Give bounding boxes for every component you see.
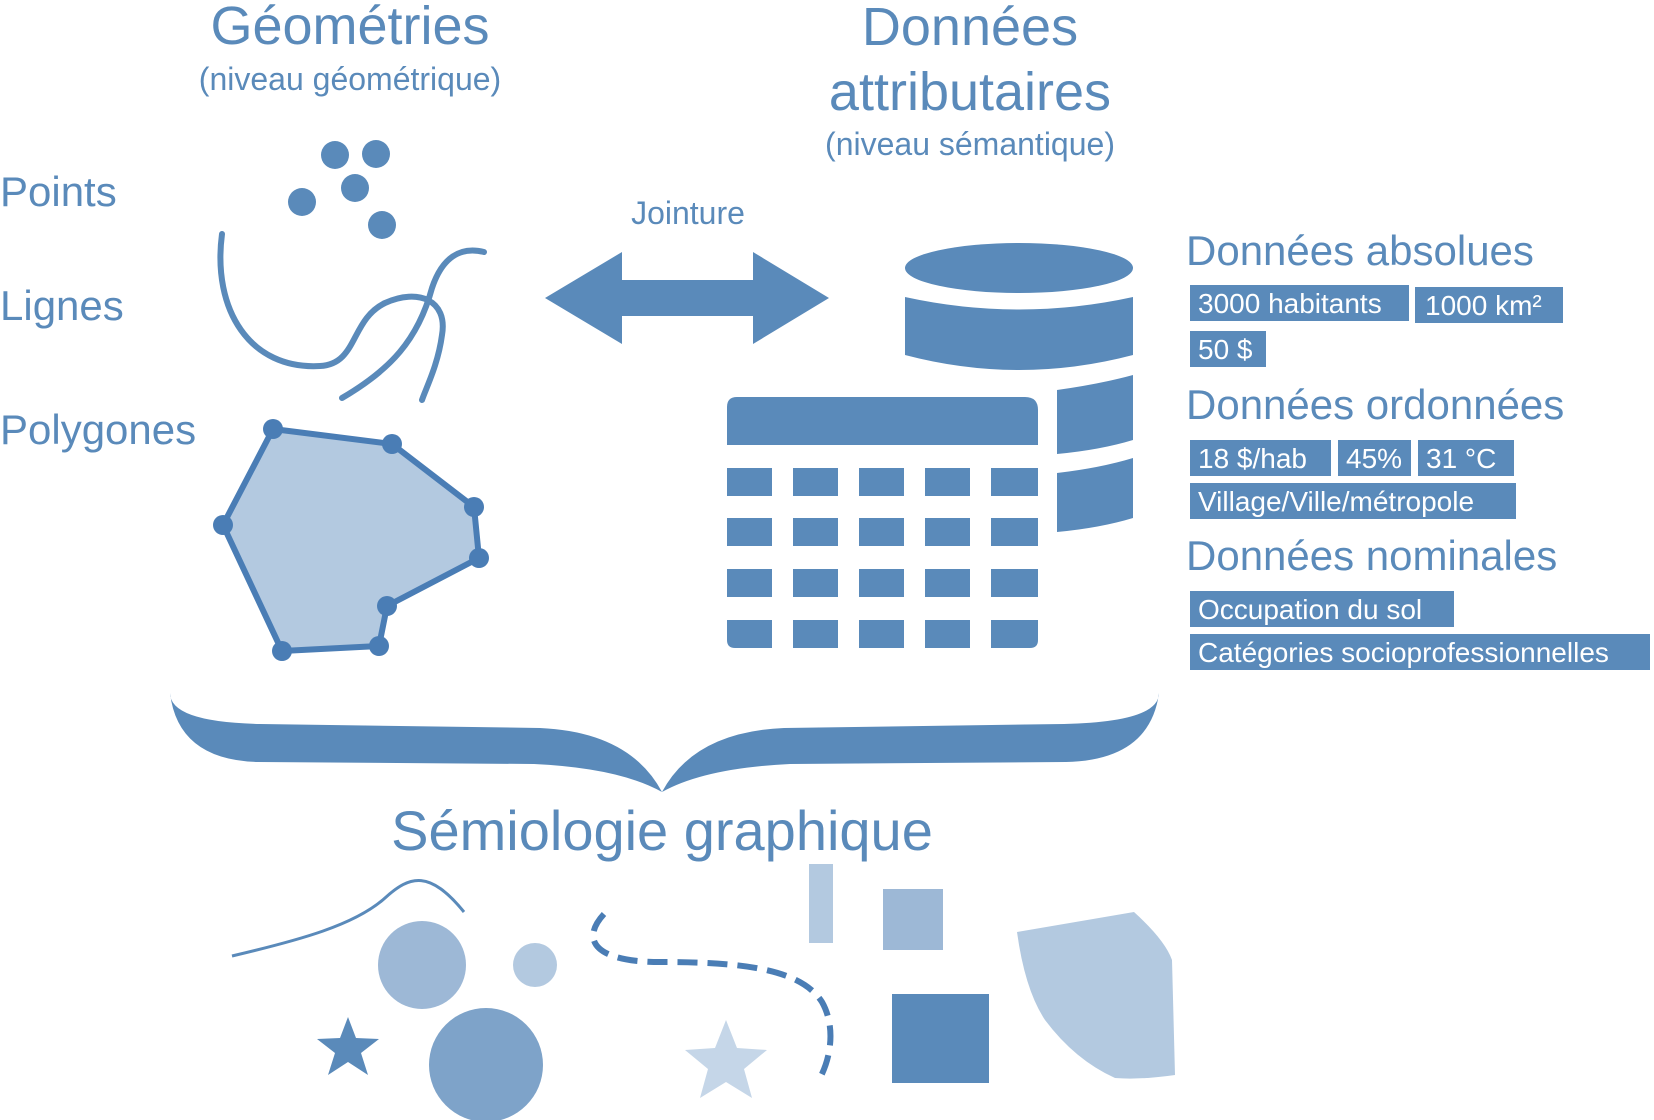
medium-square-icon bbox=[883, 889, 943, 950]
svg-text:18 $/hab: 18 $/hab bbox=[1198, 443, 1307, 474]
ordered-tag-2: 45% bbox=[1338, 440, 1411, 476]
dark-square-icon bbox=[892, 994, 989, 1083]
database-icon bbox=[905, 243, 1133, 532]
ordered-tag-3: 31 °C bbox=[1418, 440, 1514, 476]
ordered-tag-1: 18 $/hab bbox=[1190, 440, 1331, 476]
points-label: Points bbox=[0, 168, 117, 215]
svg-text:50 $: 50 $ bbox=[1198, 334, 1253, 365]
svg-text:1000 km²: 1000 km² bbox=[1425, 290, 1542, 321]
absolute-data-title: Données absolues bbox=[1186, 227, 1534, 274]
double-arrow-icon bbox=[545, 252, 829, 344]
attributes-title-line1: Données bbox=[862, 0, 1078, 57]
points-icon bbox=[288, 140, 396, 239]
nominal-tag-1: Occupation du sol bbox=[1190, 591, 1454, 627]
medium-circle-icon bbox=[378, 921, 466, 1009]
svg-text:Occupation du sol: Occupation du sol bbox=[1198, 594, 1422, 625]
lines-label: Lignes bbox=[0, 282, 124, 329]
dark-star-icon bbox=[317, 1017, 379, 1075]
nominal-tag-2: Catégories socioprofessionnelles bbox=[1190, 634, 1650, 670]
thin-line-icon bbox=[231, 879, 466, 958]
svg-text:45%: 45% bbox=[1346, 443, 1402, 474]
ordered-data-title: Données ordonnées bbox=[1186, 381, 1564, 428]
nominal-data-title: Données nominales bbox=[1186, 532, 1557, 579]
geometries-subtitle: (niveau géométrique) bbox=[199, 61, 501, 97]
small-circle-icon bbox=[513, 943, 557, 987]
polygons-label: Polygones bbox=[0, 406, 196, 453]
absolute-tag-1: 3000 habitants bbox=[1190, 285, 1409, 321]
svg-text:Catégories socioprofessionnell: Catégories socioprofessionnelles bbox=[1198, 637, 1609, 668]
curly-brace-icon bbox=[170, 693, 1159, 792]
dashed-line-icon bbox=[590, 911, 834, 1080]
svg-text:Village/Ville/métropole: Village/Ville/métropole bbox=[1198, 486, 1474, 517]
pale-bar-icon bbox=[809, 864, 833, 943]
semiology-title: Sémiologie graphique bbox=[391, 799, 933, 862]
table-icon bbox=[727, 397, 1038, 648]
geometries-title: Géométries bbox=[210, 0, 489, 56]
absolute-tag-3: 50 $ bbox=[1190, 331, 1266, 367]
graphic-variables-illustration bbox=[231, 864, 1175, 1120]
ordered-tag-4: Village/Ville/métropole bbox=[1190, 483, 1516, 519]
polygon-icon bbox=[213, 419, 489, 661]
lines-icon bbox=[217, 231, 487, 403]
svg-text:3000 habitants: 3000 habitants bbox=[1198, 288, 1382, 319]
join-label: Jointure bbox=[631, 195, 745, 231]
svg-text:31 °C: 31 °C bbox=[1426, 443, 1496, 474]
pale-polygon-icon bbox=[1017, 912, 1175, 1079]
pale-star-icon bbox=[685, 1020, 767, 1098]
attributes-subtitle: (niveau sémantique) bbox=[825, 126, 1115, 162]
large-circle-icon bbox=[429, 1008, 543, 1120]
attributes-title-line2: attributaires bbox=[829, 62, 1111, 122]
absolute-tag-2: 1000 km² bbox=[1415, 287, 1563, 323]
